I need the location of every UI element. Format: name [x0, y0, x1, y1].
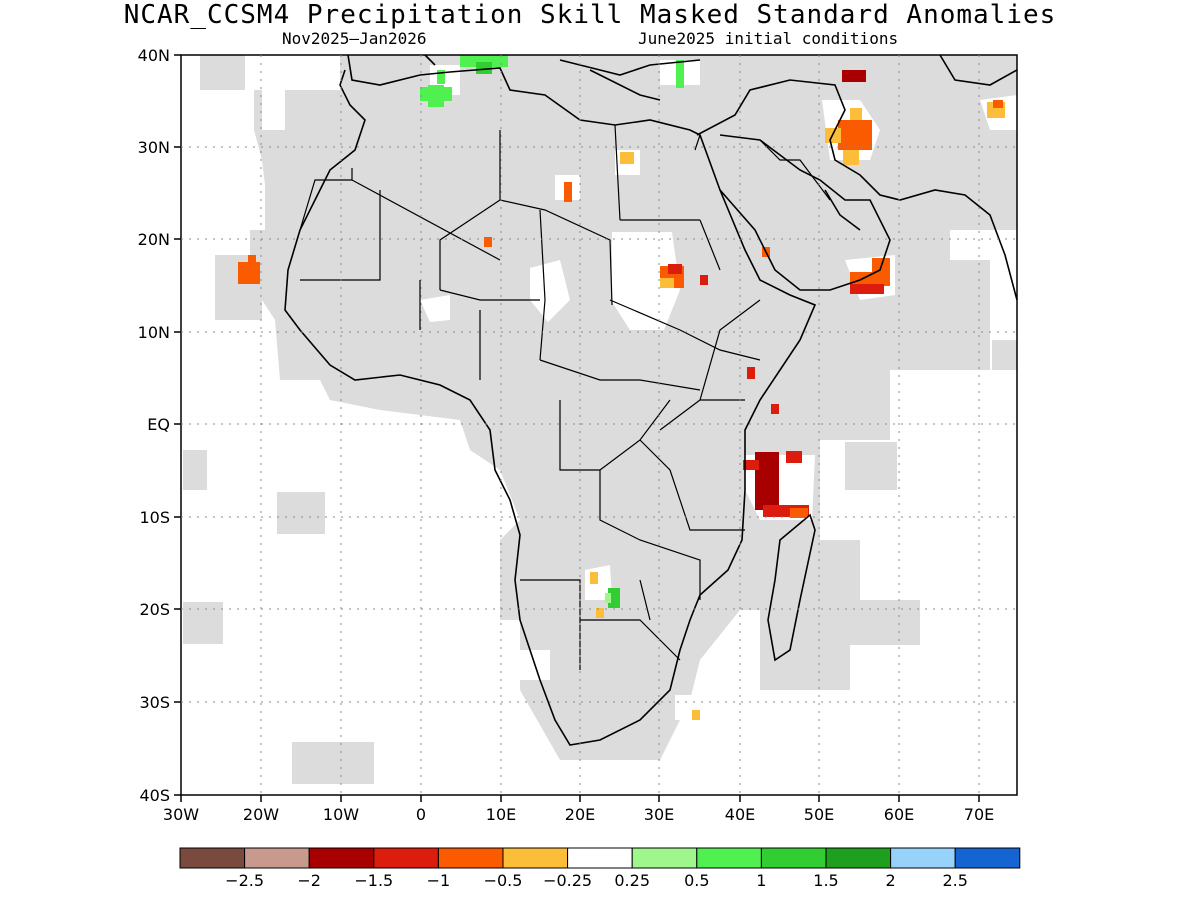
colorbar-label: 1.5 — [813, 871, 838, 890]
lon-label: 20E — [565, 805, 595, 824]
lon-label: 70E — [964, 805, 994, 824]
colorbar-swatch — [954, 847, 1021, 869]
colorbar-label: 0.5 — [684, 871, 709, 890]
colorbar-label: 1 — [756, 871, 766, 890]
colorbar-label: −1.5 — [354, 871, 393, 890]
lat-label: 20S — [139, 600, 170, 619]
colorbar-swatch — [244, 847, 310, 869]
colorbar-swatch — [502, 847, 569, 869]
colorbar-swatch — [179, 847, 246, 869]
lon-label: 10W — [323, 805, 359, 824]
map-frame — [180, 54, 1018, 796]
lat-label: 40S — [139, 786, 170, 805]
lon-label: 50E — [804, 805, 834, 824]
lon-label: 60E — [884, 805, 914, 824]
colorbar-swatch — [567, 847, 633, 869]
lon-axis: 30W 20W 10W 0 10E 20E 30E 40E 50E 60E 70… — [163, 795, 994, 824]
colorbar-swatch — [308, 847, 375, 869]
colorbar-label: −2.5 — [225, 871, 264, 890]
map-title: NCAR_CCSM4 Precipitation Skill Masked St… — [123, 0, 1057, 30]
lat-label: 40N — [138, 46, 170, 65]
colorbar-label: −2 — [297, 871, 321, 890]
colorbar: −2.5 −2 −1.5 −1 −0.5 −0.25 0.25 0.5 1 1.5 2 2.5 — [179, 847, 1021, 890]
colorbar-swatch — [696, 847, 762, 869]
colorbar-swatch — [437, 847, 504, 869]
colorbar-label: 2 — [886, 871, 896, 890]
graticule — [181, 55, 1017, 795]
colorbar-label: 0.25 — [614, 871, 650, 890]
skill-mask — [183, 55, 1017, 784]
lat-label: 10N — [138, 323, 170, 342]
coastlines — [284, 54, 1018, 746]
colorbar-swatch — [631, 847, 698, 869]
colorbar-label: −0.5 — [484, 871, 523, 890]
lon-label: 30E — [644, 805, 674, 824]
lat-label: 30N — [138, 138, 170, 157]
lat-label: 10S — [139, 508, 170, 527]
lat-label: 20N — [138, 230, 170, 249]
lon-label: 20W — [243, 805, 279, 824]
colorbar-swatch — [373, 847, 439, 869]
lat-label: EQ — [147, 415, 170, 434]
colorbar-swatch — [760, 847, 827, 869]
forecast-period: Nov2025–Jan2026 — [282, 29, 427, 48]
map-panel — [180, 54, 1018, 796]
initial-conditions: June2025 initial conditions — [638, 29, 899, 48]
lon-label: 30W — [163, 805, 199, 824]
colorbar-swatch — [890, 847, 956, 869]
lat-label: 30S — [139, 693, 170, 712]
borders — [299, 124, 831, 670]
colorbar-label: −1 — [427, 871, 451, 890]
lon-label: 0 — [416, 805, 426, 824]
colorbar-label: −0.25 — [543, 871, 592, 890]
lon-label: 40E — [725, 805, 755, 824]
lat-axis: 40N 30N 20N 10N EQ 10S 20S 30S 40S — [138, 46, 181, 805]
colorbar-label: 2.5 — [942, 871, 967, 890]
colorbar-swatch — [825, 847, 892, 869]
lon-label: 10E — [486, 805, 516, 824]
